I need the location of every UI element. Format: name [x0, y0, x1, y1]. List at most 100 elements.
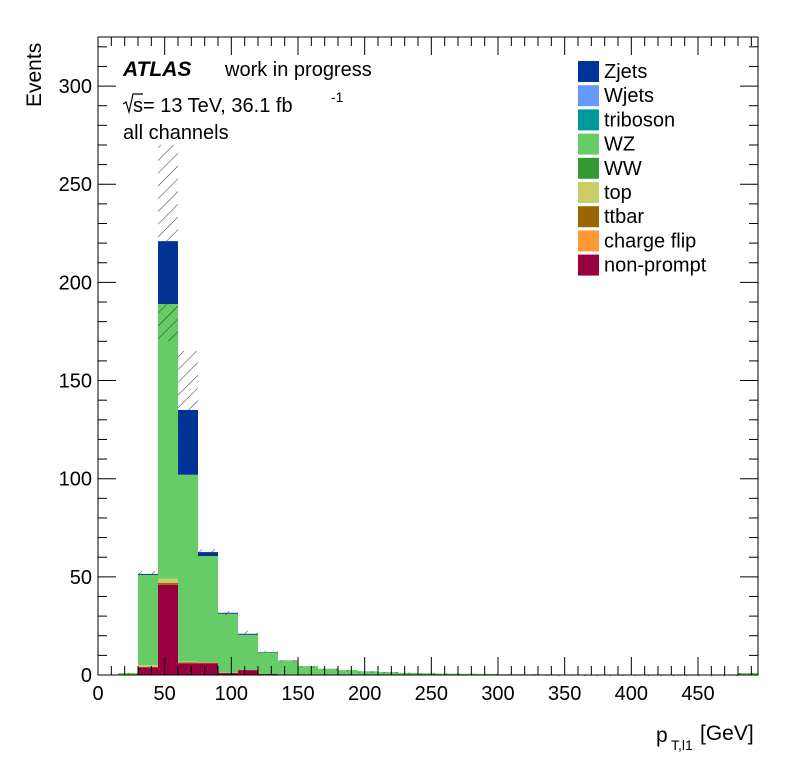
bar-wz	[318, 668, 338, 675]
uncertainty-bin	[698, 674, 718, 677]
y-tick-label: 100	[59, 469, 92, 491]
y-tick-label: 200	[59, 272, 92, 294]
lumi-exponent: -1	[331, 89, 344, 105]
legend-swatch-charge-flip	[578, 230, 599, 252]
y-tick-label: 150	[59, 371, 92, 393]
channels-label: all channels	[123, 122, 229, 144]
legend-swatch-top	[578, 182, 599, 203]
y-tick-label: 0	[81, 665, 92, 687]
uncertainty-bin	[338, 669, 358, 672]
uncertainty-bin	[718, 674, 738, 677]
legend-label-wjets: Wjets	[604, 85, 654, 107]
plot-frame	[97, 36, 759, 676]
sqrt-s-text: s	[133, 95, 143, 117]
axis-ticks	[97, 37, 758, 676]
y-tick-label: 250	[59, 174, 92, 196]
y-tick-label: 300	[59, 76, 92, 98]
bar-non-prompt	[218, 673, 238, 675]
y-axis-title: Events	[23, 43, 46, 107]
uncertainty-bin	[318, 668, 338, 671]
energy-lumi-line: s = 13 TeV, 36.1 fb -1	[122, 89, 344, 117]
legend-swatch-ttbar	[578, 206, 599, 228]
legend-label-ww: WW	[604, 158, 642, 180]
uncertainty-bin	[258, 650, 278, 653]
uncertainty-bin	[278, 660, 298, 662]
bar-wz	[158, 303, 178, 579]
x-tick-label: 100	[215, 683, 248, 705]
uncertainty-bin	[158, 144, 178, 342]
uncertainty-bin	[218, 611, 238, 616]
x-tick-label: 150	[281, 683, 314, 705]
legend-swatch-ww	[578, 157, 599, 179]
y-tick-labels: 0 50 100 150 200 250 300	[59, 76, 92, 687]
uncertainty-bin	[658, 674, 678, 677]
atlas-annotation: ATLAS work in progress s = 13 TeV, 36.1 …	[122, 58, 372, 144]
uncertainty-bin	[458, 673, 478, 676]
x-axis-title: p T,l1 [GeV]	[656, 722, 754, 753]
bar-wz	[198, 556, 218, 663]
uncertainty-bin	[138, 570, 158, 575]
x-axis-title-main: p	[656, 724, 668, 747]
legend-swatch-wz	[578, 133, 599, 155]
y-tick-label: 50	[70, 567, 92, 589]
bar-ttbar	[158, 582, 178, 585]
x-tick-label: 300	[481, 683, 514, 705]
legend-swatch-zjets	[578, 61, 599, 82]
x-tick-label: 350	[548, 683, 581, 705]
bar-wz	[278, 660, 298, 675]
bar-top	[198, 662, 218, 663]
legend-label-wz: WZ	[604, 134, 635, 156]
x-axis-title-unit: [GeV]	[700, 722, 754, 745]
legend-swatch-triboson	[578, 109, 599, 131]
bar-ttbar	[198, 662, 218, 664]
legend-swatch-wjets	[578, 85, 599, 107]
uncertainty-bin	[678, 674, 698, 677]
uncertainty-bin	[238, 630, 258, 635]
bar-non-prompt	[138, 667, 158, 675]
bar-wz	[358, 671, 378, 675]
legend-label-zjets: Zjets	[604, 61, 647, 83]
bar-top	[138, 665, 158, 668]
bar-non-prompt	[198, 663, 218, 675]
atlas-label: ATLAS	[122, 58, 191, 81]
legend-label-ttbar: ttbar	[604, 206, 644, 228]
bar-non-prompt	[158, 584, 178, 675]
uncertainty-bin	[418, 673, 438, 675]
uncertainty-bin	[358, 671, 378, 673]
bar-top	[158, 578, 178, 583]
uncertainty-bin	[118, 672, 138, 675]
bar-non-prompt	[238, 670, 258, 675]
uncertainty-bin	[378, 672, 398, 674]
uncertainty-bin	[398, 672, 418, 675]
uncertainty-bin	[738, 672, 758, 675]
bar-wz	[238, 634, 258, 671]
legend-label-charge-flip: charge flip	[604, 230, 696, 252]
x-tick-label: 50	[154, 683, 176, 705]
uncertainty-bin	[178, 351, 198, 463]
x-tick-label: 250	[415, 683, 448, 705]
uncertainty-bin	[198, 549, 218, 556]
legend-swatch-non-prompt	[578, 254, 599, 276]
x-tick-label: 450	[681, 683, 714, 705]
bar-wz	[138, 574, 158, 666]
legend-label-non-prompt: non-prompt	[604, 255, 707, 277]
sqrt-symbol	[122, 93, 143, 115]
uncertainty-bin	[438, 673, 458, 675]
x-tick-label: 200	[348, 683, 381, 705]
x-tick-label: 400	[615, 683, 648, 705]
bar-wz	[258, 652, 278, 675]
bar-top	[178, 661, 198, 663]
bar-wz	[218, 613, 238, 673]
status-label: work in progress	[224, 59, 372, 81]
bar-wz	[298, 666, 318, 675]
bar-wz	[338, 670, 358, 675]
legend-label-triboson: triboson	[604, 109, 675, 131]
bar-non-prompt	[178, 663, 198, 675]
uncertainty-bin	[298, 665, 318, 668]
bar-wz	[178, 474, 198, 662]
legend-label-top: top	[604, 182, 632, 204]
x-tick-label: 0	[92, 683, 103, 705]
